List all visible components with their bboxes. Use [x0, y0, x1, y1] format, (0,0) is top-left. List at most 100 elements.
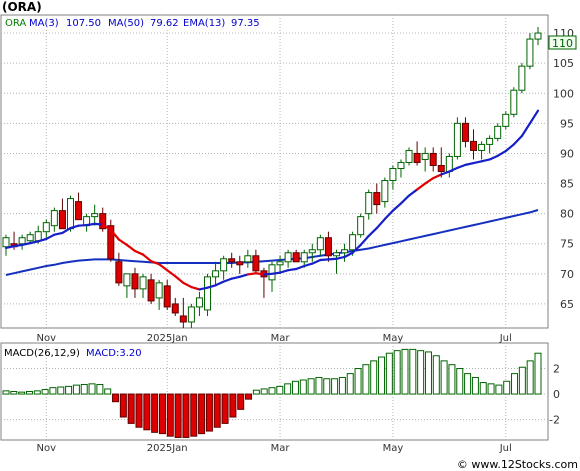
price-tick-label: 70	[560, 268, 574, 281]
price-tick-label: 75	[560, 238, 574, 251]
x-axis-labels-price: Nov2025JanMarMayJulSep	[37, 333, 512, 344]
candle-body	[494, 125, 502, 139]
macd-bar	[479, 382, 487, 395]
ema13-segment	[287, 267, 298, 272]
ema13-segment	[198, 286, 209, 291]
candle	[413, 141, 421, 166]
candle-body	[26, 234, 34, 242]
macd-bar	[440, 360, 448, 395]
ema13-segment	[504, 143, 515, 153]
last-price-label: 110	[552, 37, 573, 50]
candle	[389, 165, 397, 190]
candle-body	[526, 38, 534, 67]
candle-body	[316, 237, 324, 251]
candle-body	[228, 258, 236, 263]
candle-body	[187, 306, 195, 323]
ema13-layer	[4, 109, 540, 291]
ema13-segment	[432, 173, 443, 180]
candle-body	[50, 210, 58, 227]
candle	[91, 204, 99, 226]
macd-bar	[362, 364, 370, 395]
price-axis: 65 70 75 80 85 90 95 100 105 110	[553, 27, 574, 311]
x-axis-label: Jul	[499, 443, 512, 454]
candle	[429, 147, 437, 172]
x-axis-label: 2025Jan	[147, 333, 188, 344]
candle-body	[220, 258, 228, 272]
ema13-segment	[424, 177, 435, 185]
candle-body	[212, 270, 220, 278]
ema13-segment	[141, 253, 153, 263]
candle	[115, 252, 123, 286]
candle	[58, 198, 66, 230]
candle-body	[365, 192, 373, 215]
ema13-segment	[520, 122, 532, 138]
price-tick-label: 100	[553, 87, 574, 100]
ema13-segment	[262, 272, 274, 276]
candle-body	[470, 140, 478, 151]
price-tick-label: 105	[553, 57, 574, 70]
macd-bar	[2, 390, 10, 395]
candle	[195, 291, 203, 316]
ema13-segment	[270, 271, 282, 275]
candle-body	[349, 234, 357, 251]
macd-tick-label: -2	[549, 414, 560, 427]
candle	[461, 117, 469, 148]
candle	[332, 249, 340, 274]
legend-ma3-value: 107.50	[66, 18, 101, 29]
macd-bar	[143, 393, 151, 431]
macd-bar	[456, 368, 464, 395]
price-tick-label: 65	[560, 298, 574, 311]
svg-text:ORA MA(3) 107.50: ORA MA(3) 107.50 MA(50) 79.62 EMA(13) 97…	[5, 18, 260, 29]
ema13-segment	[440, 170, 451, 176]
candle-body	[429, 152, 437, 166]
ema13-segment	[166, 269, 177, 278]
ema13-segment	[101, 223, 112, 231]
ma50-line	[5, 209, 539, 276]
macd-bar	[221, 393, 229, 424]
macd-bar	[112, 393, 120, 403]
candle	[42, 219, 50, 238]
candle	[204, 273, 212, 316]
candle	[324, 231, 332, 262]
candle	[18, 234, 26, 250]
ema13-segment	[45, 233, 56, 241]
ema13-segment	[327, 257, 338, 261]
candle-body	[453, 122, 461, 157]
ema13-segment	[69, 224, 80, 230]
candle	[163, 279, 171, 310]
ema13-segment	[375, 217, 386, 230]
x-axis-label: Mar	[271, 333, 291, 344]
candle	[502, 111, 510, 130]
candle	[147, 273, 155, 304]
macd-bar	[534, 352, 542, 395]
candle	[316, 234, 324, 256]
ema13-segment	[4, 245, 16, 250]
macd-bar	[503, 380, 511, 395]
ema13-segment	[456, 163, 467, 169]
macd-bar	[315, 376, 323, 395]
candle-body	[341, 249, 349, 254]
candle	[365, 189, 373, 220]
ema13-segment	[472, 160, 483, 165]
last-price-box: 110	[548, 35, 577, 50]
macd-bar	[307, 378, 315, 395]
candle-body	[437, 164, 445, 173]
ema13-segment	[246, 272, 257, 276]
macd-tick-label: 0	[553, 388, 560, 401]
candle-body	[308, 249, 316, 254]
candle-body	[99, 213, 107, 230]
ema13-segment	[214, 280, 225, 287]
legend-ma3-label: MA(3)	[29, 18, 59, 29]
ema13-segment	[367, 226, 378, 238]
candle	[2, 234, 10, 256]
candle	[187, 303, 195, 328]
candle-body	[204, 276, 212, 311]
footer-credit: © www.12Stocks.com	[457, 458, 578, 471]
macd-bar	[299, 379, 307, 395]
candle-body	[478, 143, 486, 151]
macd-bar	[338, 376, 346, 395]
candle-body	[332, 252, 340, 257]
price-tick-label: 95	[560, 117, 574, 130]
macd-bar	[104, 388, 112, 395]
macd-bar	[72, 384, 80, 395]
